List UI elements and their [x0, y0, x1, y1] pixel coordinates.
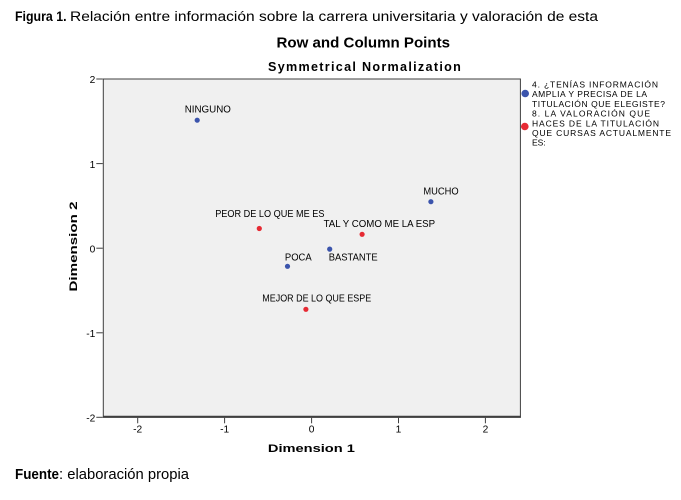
svg-text:BASTANTE: BASTANTE: [329, 253, 378, 264]
svg-text:TITULACIÓN QUE ELEGISTE?: TITULACIÓN QUE ELEGISTE?: [532, 99, 665, 109]
svg-text:8. LA VALORACIÓN QUE: 8. LA VALORACIÓN QUE: [532, 109, 650, 119]
svg-text:AMPLIA Y PRECISA DE LA: AMPLIA Y PRECISA DE LA: [532, 89, 647, 99]
svg-text:TAL Y COMO ME LA ESP: TAL Y COMO ME LA ESP: [324, 219, 436, 230]
svg-text:PEOR DE LO QUE ME ES: PEOR DE LO QUE ME ES: [215, 209, 325, 220]
svg-text:ES:: ES:: [532, 138, 546, 148]
svg-text:1: 1: [90, 160, 96, 171]
svg-text:Dimension 2: Dimension 2: [68, 202, 80, 292]
svg-text:Fuente: Fuente: [15, 467, 59, 483]
svg-text:MEJOR DE LO QUE ESPE: MEJOR DE LO QUE ESPE: [262, 294, 371, 305]
svg-text:: elaboración propia: : elaboración propia: [59, 467, 190, 483]
svg-text:Dimension 1: Dimension 1: [268, 443, 355, 455]
svg-text:-2: -2: [133, 425, 142, 436]
svg-text:MUCHO: MUCHO: [423, 186, 458, 197]
svg-text:-1: -1: [86, 329, 95, 340]
svg-text:2: 2: [483, 425, 489, 436]
svg-text:2: 2: [90, 75, 96, 86]
svg-text:Figura 1.: Figura 1.: [15, 9, 67, 24]
svg-text:1: 1: [396, 425, 402, 436]
svg-text:-1: -1: [220, 425, 229, 436]
svg-text:Relación entre información sob: Relación entre información sobre la carr…: [70, 9, 599, 24]
svg-text:Row and Column Points: Row and Column Points: [277, 35, 451, 51]
svg-text:4. ¿TENÍAS INFORMACIÓN: 4. ¿TENÍAS INFORMACIÓN: [532, 80, 658, 90]
svg-text:QUE CURSAS ACTUALMENTE: QUE CURSAS ACTUALMENTE: [532, 128, 671, 138]
svg-text:Symmetrical Normalization: Symmetrical Normalization: [268, 60, 461, 74]
svg-text:HACES DE LA TITULACIÓN: HACES DE LA TITULACIÓN: [532, 118, 659, 128]
svg-text:POCA: POCA: [285, 253, 312, 264]
svg-text:-2: -2: [86, 414, 95, 425]
svg-text:0: 0: [90, 244, 96, 255]
svg-text:0: 0: [309, 425, 315, 436]
svg-text:NINGUNO: NINGUNO: [185, 105, 231, 116]
